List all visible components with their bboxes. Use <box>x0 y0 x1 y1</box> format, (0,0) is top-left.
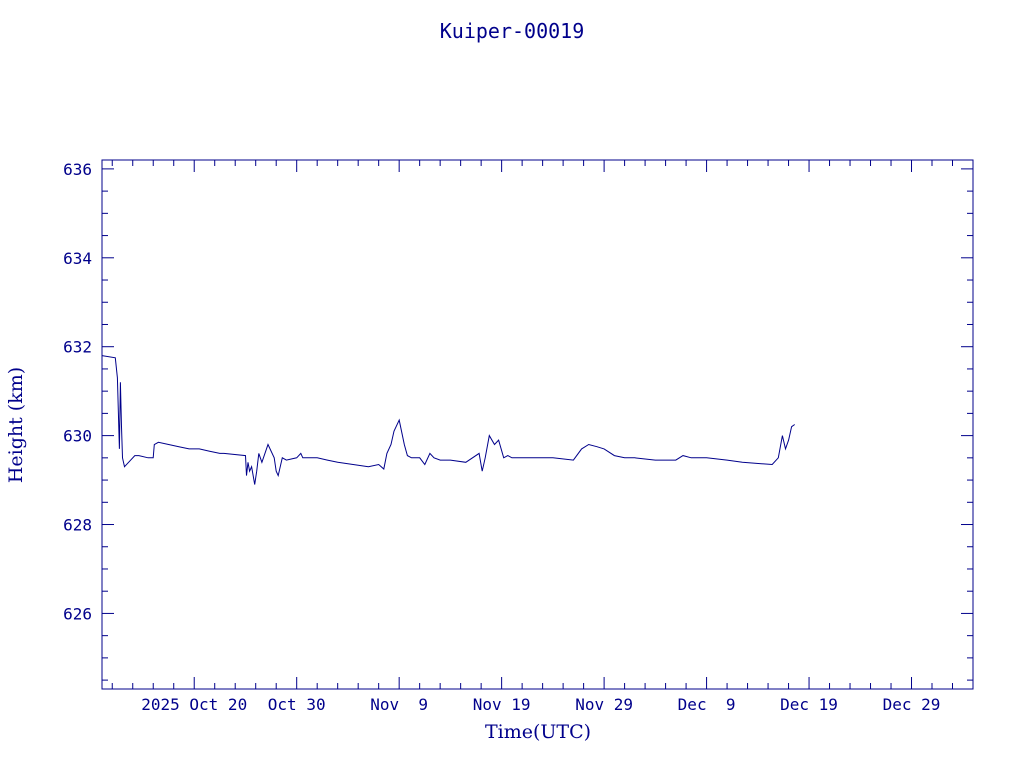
y-tick-label: 626 <box>63 604 92 623</box>
plot-frame <box>101 159 974 690</box>
x-axis-label: Time(UTC) <box>485 721 591 743</box>
y-axis-label: Height (km) <box>5 367 27 483</box>
x-tick-label: Nov 9 <box>370 695 428 714</box>
y-tick-label: 628 <box>63 516 92 535</box>
y-axis: 626 628 630 632 634 636 <box>63 160 973 681</box>
x-tick-label: Nov 29 <box>575 695 633 714</box>
y-tick-label: 634 <box>63 249 92 268</box>
chart-title: Kuiper-00019 <box>440 19 585 43</box>
x-tick-label: Oct 30 <box>268 695 326 714</box>
y-tick-label: 632 <box>63 338 92 357</box>
height-series-line <box>101 355 795 485</box>
x-axis: 2025 Oct 20 Oct 30 Nov 9 Nov 19 Nov 29 Dec 9 D… <box>111 160 974 714</box>
x-tick-label: 2025 Oct 20 <box>141 695 247 714</box>
y-tick-label: 636 <box>63 160 92 179</box>
y-tick-label: 630 <box>63 427 92 446</box>
x-tick-label: Dec 29 <box>883 695 941 714</box>
x-tick-label: Dec 19 <box>780 695 838 714</box>
x-tick-label: Dec 9 <box>678 695 736 714</box>
x-tick-label: Nov 19 <box>473 695 531 714</box>
